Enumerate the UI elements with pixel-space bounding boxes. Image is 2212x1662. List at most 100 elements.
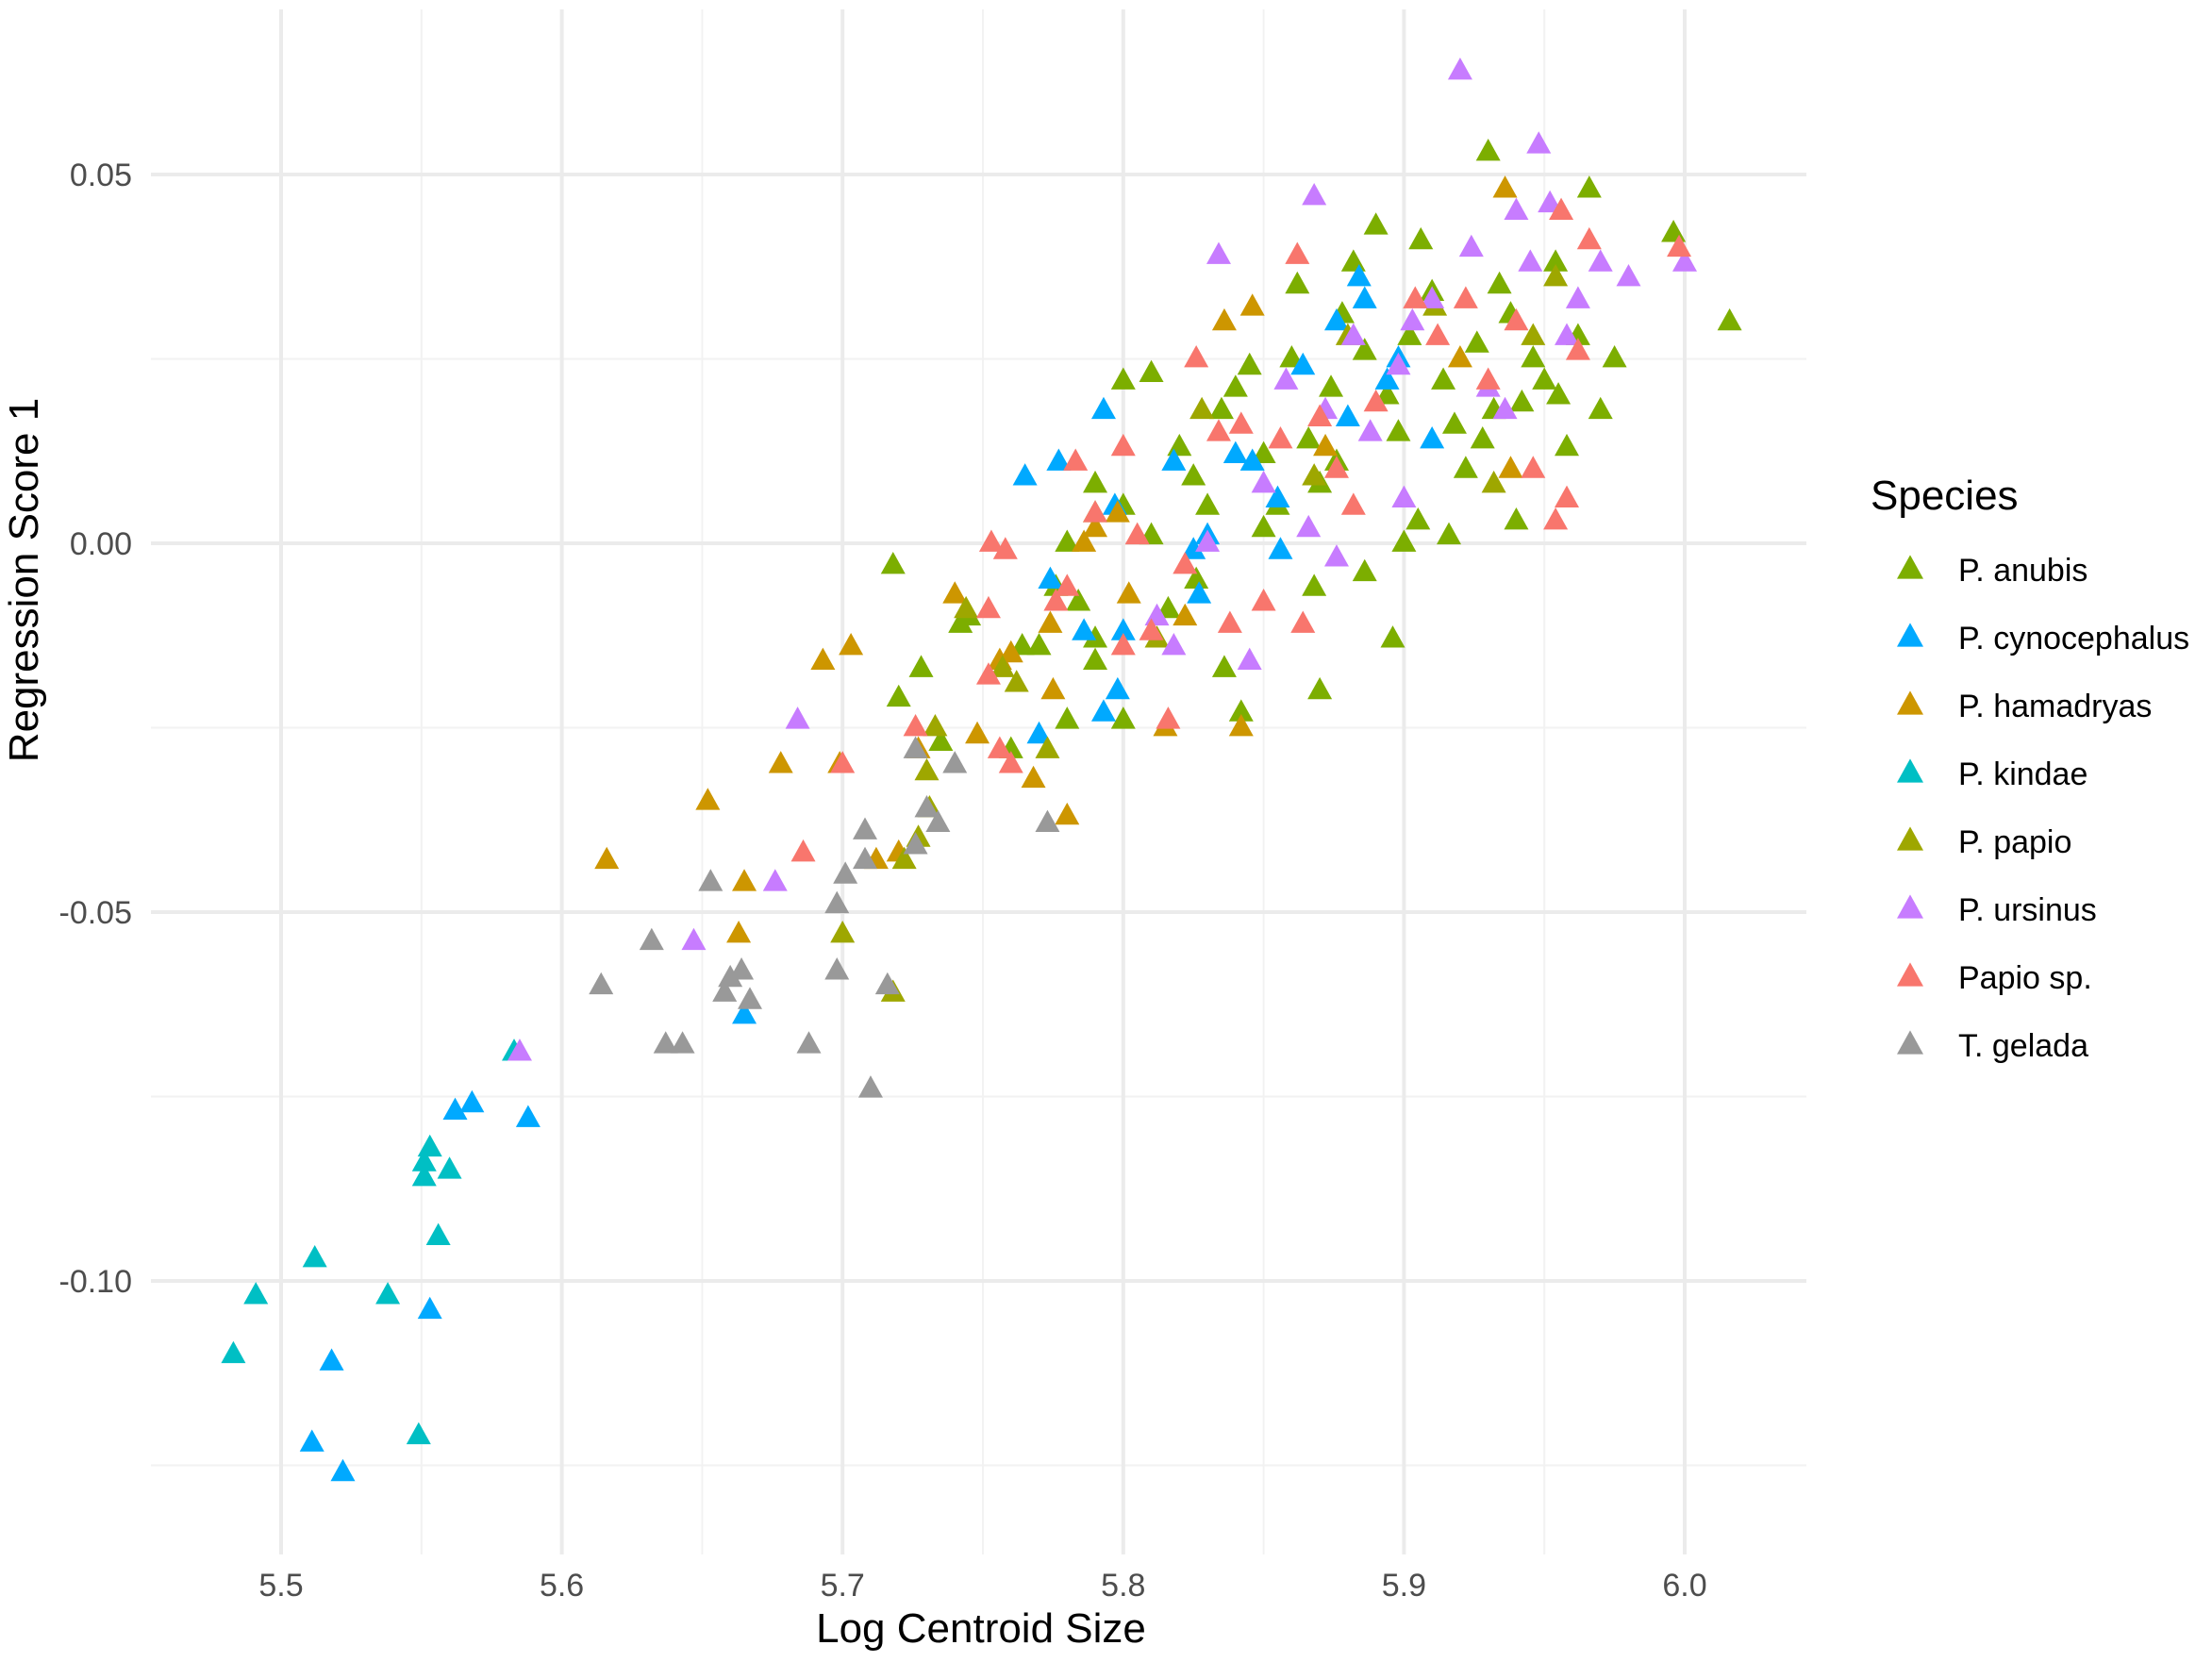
data-point-triangle xyxy=(1420,426,1445,449)
legend-label: P. cynocephalus xyxy=(1958,621,2189,656)
series-group xyxy=(507,58,1697,1061)
data-point-triangle xyxy=(670,1031,695,1054)
data-point-triangle xyxy=(768,751,793,773)
data-point-triangle xyxy=(1296,426,1322,449)
data-point-triangle xyxy=(1285,271,1310,294)
grid-lines xyxy=(151,9,1806,1554)
data-point-triangle xyxy=(975,595,1001,619)
data-point-triangle xyxy=(1211,655,1237,677)
data-point-triangle xyxy=(698,869,723,891)
data-point-triangle xyxy=(732,1001,757,1024)
data-point-triangle xyxy=(653,1031,678,1054)
data-point-triangle xyxy=(942,751,968,773)
data-point-triangle xyxy=(1290,610,1316,633)
y-tick-label: -0.05 xyxy=(59,895,133,931)
data-point-triangle xyxy=(243,1282,269,1305)
data-point-triangle xyxy=(1323,307,1349,331)
data-point-triangle xyxy=(1040,676,1066,700)
data-point-triangle xyxy=(221,1340,246,1364)
data-point-triangle xyxy=(790,839,816,862)
data-point-triangle xyxy=(891,846,917,870)
data-point-triangle xyxy=(1110,367,1136,390)
data-point-triangle xyxy=(796,1031,822,1054)
data-point-triangle xyxy=(1237,352,1262,375)
data-point-triangle xyxy=(1319,374,1344,397)
data-point-triangle xyxy=(1239,448,1265,471)
data-point-triangle xyxy=(853,846,878,870)
data-point-triangle xyxy=(437,1156,462,1179)
data-point-triangle xyxy=(1184,566,1209,589)
data-point-triangle xyxy=(1374,367,1400,390)
data-point-triangle xyxy=(1458,234,1484,258)
data-point-triangle xyxy=(1184,344,1209,368)
data-point-triangle xyxy=(639,927,664,951)
data-point-triangle xyxy=(954,595,979,619)
data-point-triangle xyxy=(442,1097,468,1121)
data-point-triangle xyxy=(1189,396,1215,420)
data-point-triangle xyxy=(1481,470,1506,493)
data-point-triangle xyxy=(1066,589,1091,611)
data-point-triangle xyxy=(406,1421,431,1445)
data-point-triangle xyxy=(1492,396,1518,420)
data-point-triangle xyxy=(1313,433,1339,457)
data-point-triangle xyxy=(1447,58,1472,80)
legend-label: P. kindae xyxy=(1958,756,2087,792)
data-point-triangle xyxy=(1239,293,1265,316)
data-point-triangle xyxy=(1352,558,1377,582)
data-point-triangle xyxy=(1083,470,1108,493)
data-point-triangle xyxy=(1083,500,1108,523)
data-point-triangle xyxy=(319,1348,344,1371)
data-point-triangle xyxy=(1546,382,1572,405)
data-point-triangle xyxy=(1161,632,1187,656)
data-point-triangle xyxy=(1526,131,1552,154)
legend-label: P. ursinus xyxy=(1958,892,2097,928)
legend: Species P. anubis P. cynocephalus P. hamad… xyxy=(1871,473,2189,1064)
data-point-triangle xyxy=(948,610,973,633)
series-group xyxy=(594,175,1523,943)
x-tick-label: 5.5 xyxy=(258,1568,303,1604)
data-point-triangle xyxy=(824,957,850,980)
data-point-triangle xyxy=(1588,249,1613,272)
data-point-triangle xyxy=(1307,404,1333,426)
data-point-triangle xyxy=(1363,389,1389,412)
data-point-triangle xyxy=(681,927,707,951)
data-point-triangle xyxy=(1405,507,1431,530)
data-point-triangle xyxy=(1521,344,1546,368)
series-group xyxy=(589,736,1060,1098)
data-point-triangle xyxy=(1555,433,1580,457)
data-point-triangle xyxy=(1386,419,1411,441)
data-point-triangle xyxy=(1672,249,1697,272)
data-point-triangle xyxy=(1380,625,1405,648)
data-point-triangle xyxy=(1072,529,1097,552)
legend-key-triangle xyxy=(1897,962,1923,987)
data-point-triangle xyxy=(1565,286,1590,308)
data-point-triangle xyxy=(1173,603,1198,626)
data-point-triangle xyxy=(1181,537,1206,559)
data-point-triangle xyxy=(1139,618,1164,640)
data-point-triangle xyxy=(1340,323,1366,345)
x-tick-label: 5.7 xyxy=(821,1568,865,1604)
data-point-triangle xyxy=(1181,463,1206,486)
data-point-triangle xyxy=(1124,522,1150,545)
data-point-triangle xyxy=(417,1296,442,1320)
legend-key-triangle xyxy=(1897,758,1923,783)
data-point-triangle xyxy=(737,987,762,1009)
data-point-triangle xyxy=(987,736,1012,758)
data-point-triangle xyxy=(1357,419,1383,441)
data-point-triangle xyxy=(824,890,850,914)
data-point-triangle xyxy=(1576,226,1602,250)
data-point-triangle xyxy=(425,1222,451,1245)
data-point-triangle xyxy=(810,647,836,671)
data-point-triangle xyxy=(594,846,620,870)
data-point-triangle xyxy=(1363,212,1389,235)
data-point-triangle xyxy=(1228,699,1254,722)
data-point-triangle xyxy=(1116,581,1141,604)
data-point-triangle xyxy=(1391,485,1417,507)
y-tick-label: 0.00 xyxy=(70,526,132,562)
series-group xyxy=(830,263,1569,1002)
data-point-triangle xyxy=(1543,507,1569,530)
legend-label: P. hamadryas xyxy=(1958,689,2152,724)
data-point-triangle xyxy=(1217,610,1242,633)
data-point-triangle xyxy=(1403,286,1428,308)
